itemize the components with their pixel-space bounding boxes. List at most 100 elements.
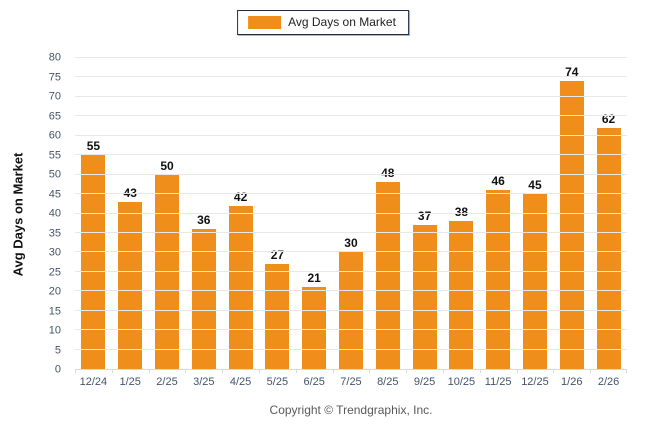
- y-tick-label: 25: [48, 266, 61, 278]
- x-axis-tick: [442, 369, 444, 373]
- x-tick-label: 11/25: [484, 376, 512, 388]
- bar-cell: 46: [480, 58, 517, 369]
- x-axis-tick: [295, 369, 297, 373]
- bar-value-label: 45: [528, 178, 542, 193]
- x-axis-tick: [258, 369, 260, 373]
- gridline: [75, 57, 627, 58]
- bar: [559, 81, 584, 369]
- x-axis-tick: [185, 369, 187, 373]
- gridline: [75, 76, 627, 78]
- plot-area: 55 43 50 36 42 27 21 30 48 37 38 46 45 74 62: [75, 57, 627, 373]
- x-axis-tick: [332, 369, 334, 373]
- x-tick-label: 6/25: [303, 376, 325, 388]
- copyright-text: Copyright © Trendgraphix, Inc.: [269, 403, 433, 417]
- bar-cell: 62: [590, 58, 627, 369]
- x-tick-label: 9/25: [413, 376, 436, 388]
- y-tick-label: 60: [48, 129, 61, 142]
- gridline: [75, 348, 627, 350]
- x-tick-label: 4/25: [229, 376, 252, 388]
- bar-series: 55 43 50 36 42 27 21 30 48 37 38 46 45 74 62: [75, 58, 627, 369]
- y-tick-label: 75: [48, 71, 61, 83]
- y-tick-label: 55: [48, 149, 61, 161]
- y-tick-label: 45: [48, 188, 61, 200]
- bar-cell: 21: [296, 58, 333, 369]
- gridline: [75, 134, 627, 136]
- gridline: [75, 270, 627, 272]
- bar-value-label: 74: [565, 65, 579, 80]
- y-tick-label: 50: [48, 168, 61, 181]
- legend: Avg Days on Market: [237, 10, 409, 35]
- x-axis-tick: [626, 369, 627, 373]
- gridline: [75, 231, 627, 233]
- y-tick-label: 10: [48, 324, 61, 337]
- x-axis-tick: [553, 369, 555, 373]
- gridline: [75, 193, 627, 195]
- bar-value-label: 46: [491, 174, 505, 189]
- bar-cell: 48: [369, 58, 406, 369]
- bar: [412, 225, 437, 369]
- bar-value-label: 55: [86, 139, 101, 154]
- bar-cell: 36: [185, 58, 222, 369]
- x-axis-tick: [516, 369, 518, 373]
- x-tick-label: 12/24: [79, 376, 108, 388]
- x-tick-label: 10/25: [447, 376, 476, 388]
- bar-cell: 30: [333, 58, 370, 369]
- bar-value-label: 48: [381, 166, 395, 181]
- x-axis-tick: [590, 369, 592, 373]
- x-axis-tick: [222, 369, 224, 373]
- gridline: [75, 115, 627, 117]
- bar-value-label: 43: [123, 185, 137, 200]
- bar: [596, 127, 621, 369]
- y-tick-label: 35: [48, 227, 61, 239]
- y-tick-label: 70: [48, 90, 61, 103]
- gridline: [75, 251, 627, 253]
- bar-value-label: 30: [344, 236, 358, 251]
- gridline: [75, 212, 627, 214]
- y-tick-label: 15: [48, 305, 61, 317]
- bar: [486, 190, 511, 369]
- x-tick-label: 12/25: [521, 376, 549, 388]
- bar: [523, 194, 547, 369]
- bar-value-label: 21: [307, 271, 321, 286]
- x-axis: 12/24 1/25 2/25 3/25 4/25 5/25 6/25 7/25 8/25 9/2…: [75, 376, 627, 388]
- x-axis-tick: [479, 369, 481, 373]
- bar: [155, 174, 179, 369]
- x-tick-label: 2/25: [156, 376, 178, 388]
- bar-cell: 74: [553, 58, 590, 369]
- y-tick-label: 5: [54, 344, 61, 356]
- x-tick-label: 2/26: [597, 376, 620, 388]
- bar: [339, 252, 363, 369]
- gridline: [75, 173, 627, 175]
- bar-cell: 45: [517, 58, 554, 369]
- x-tick-label: 8/25: [377, 376, 399, 388]
- x-tick-label: 7/25: [340, 376, 362, 388]
- y-tick-label: 65: [48, 110, 61, 122]
- bar: [81, 155, 106, 369]
- y-tick-label: 20: [48, 285, 61, 298]
- gridline: [75, 309, 627, 311]
- y-axis: 0 5 10 15 20 25 30 35 40 45 50 55 60 65 70 75 80: [0, 52, 68, 375]
- x-axis-tick: [111, 369, 113, 373]
- bar: [265, 264, 290, 369]
- x-axis-tick: [369, 369, 371, 373]
- y-tick-label: 40: [48, 207, 61, 220]
- gridline: [75, 290, 627, 292]
- x-axis-tick: [406, 369, 408, 373]
- gridline: [75, 154, 627, 156]
- bar-value-label: 38: [454, 205, 469, 220]
- bar-cell: 27: [259, 58, 296, 369]
- gridline: [75, 95, 627, 97]
- x-tick-label: 3/25: [193, 376, 215, 388]
- bar: [449, 221, 474, 369]
- x-tick-label: 1/26: [561, 376, 583, 388]
- bar: [228, 205, 253, 369]
- x-axis-tick: [148, 369, 150, 373]
- x-tick-label: 5/25: [266, 376, 289, 388]
- legend-label: Avg Days on Market: [288, 15, 396, 29]
- x-axis-tick: [75, 369, 76, 373]
- y-tick-label: 0: [54, 363, 61, 376]
- bar-cell: 55: [75, 58, 112, 369]
- bar: [191, 229, 216, 369]
- bar: [118, 201, 143, 369]
